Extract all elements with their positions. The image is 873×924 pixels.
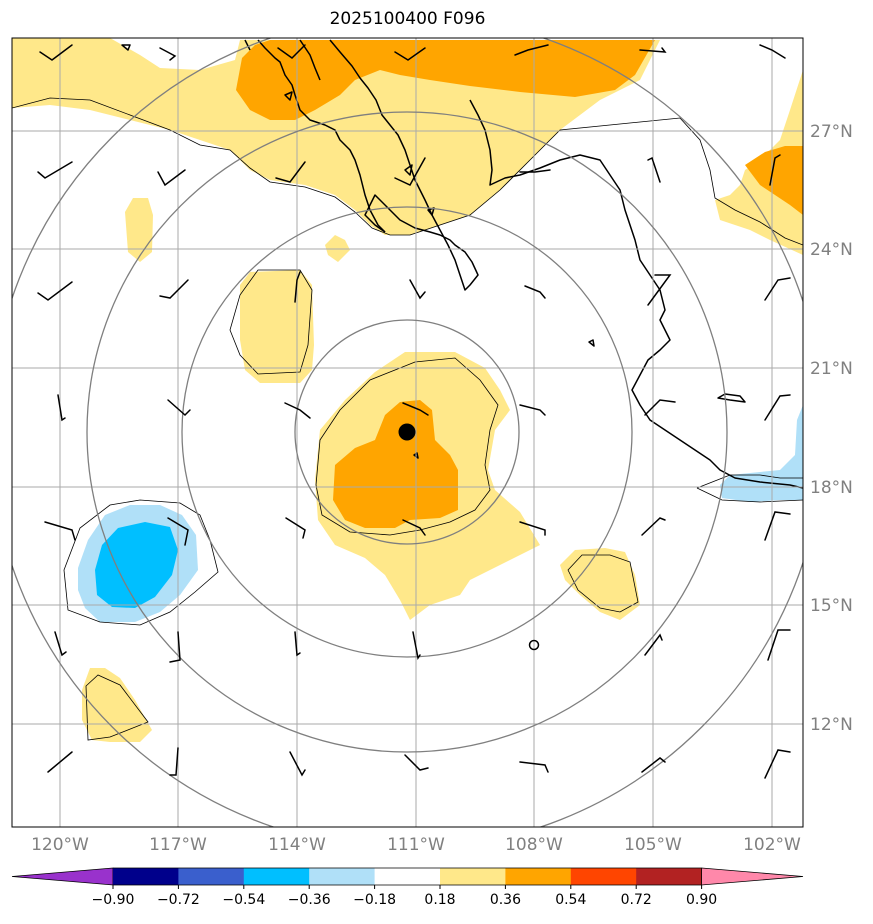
colorbar-tick-label: 0.72 [621, 892, 652, 908]
colorbar-segment [243, 868, 310, 885]
colorbar-tick-label: −0.54 [222, 892, 265, 908]
lon-label-120: 120°W [31, 835, 89, 855]
colorbar-extend-max [701, 867, 804, 886]
lat-label-24: 24°N [810, 240, 853, 260]
colorbar-tick-label: −0.90 [92, 892, 135, 908]
colorbar-segment [636, 868, 703, 885]
colorbar-tick-label: −0.72 [157, 892, 200, 908]
colorbar-segment [505, 868, 572, 885]
calm-wind-circle [528, 639, 540, 651]
colorbar-segment [570, 868, 637, 885]
lon-label-108: 108°W [505, 835, 563, 855]
colorbar-segment [178, 868, 245, 885]
colorbar-tick-label: 0.54 [555, 892, 586, 908]
lon-label-102: 102°W [743, 835, 801, 855]
map-title: 2025100400 F096 [329, 9, 486, 29]
colorbar-tick-label: −0.36 [288, 892, 331, 908]
colorbar: −0.90 −0.72 −0.54 −0.36 −0.18 0.18 0.36 0.54 0.7… [11, 867, 804, 908]
lon-label-114: 114°W [268, 835, 326, 855]
colorbar-tick-label: 0.18 [424, 892, 455, 908]
positive-anomaly-light-fill [12, 38, 803, 742]
wind-barbs [37, 44, 791, 779]
lat-label-15: 15°N [810, 596, 853, 616]
storm-center-marker [398, 423, 416, 441]
range-rings [12, 38, 803, 827]
colorbar-segment [113, 868, 179, 885]
colorbar-segment [374, 868, 441, 885]
negative-anomaly-fill [78, 405, 803, 622]
colorbar-tick-label: 0.36 [490, 892, 521, 908]
lon-label-111: 111°W [387, 835, 445, 855]
latitude-labels: 27°N 24°N 21°N 18°N 15°N 12°N [810, 122, 853, 735]
colorbar-segment [440, 868, 506, 885]
lon-label-117: 117°W [149, 835, 207, 855]
lat-label-18: 18°N [810, 478, 853, 498]
lat-label-12: 12°N [810, 715, 853, 735]
longitude-labels: 120°W 117°W 114°W 111°W 108°W 105°W 102°… [31, 835, 801, 855]
colorbar-tick-label: −0.18 [353, 892, 396, 908]
coastlines [121, 39, 803, 489]
colorbar-tick-label: 0.90 [686, 892, 717, 908]
colorbar-extend-min [11, 867, 114, 886]
lat-label-21: 21°N [810, 359, 853, 379]
lon-label-105: 105°W [624, 835, 682, 855]
colorbar-segment [309, 868, 376, 885]
graticule [12, 38, 803, 827]
map-frame [11, 37, 804, 828]
lat-label-27: 27°N [810, 122, 853, 142]
positive-anomaly-orange-fill [236, 40, 803, 528]
